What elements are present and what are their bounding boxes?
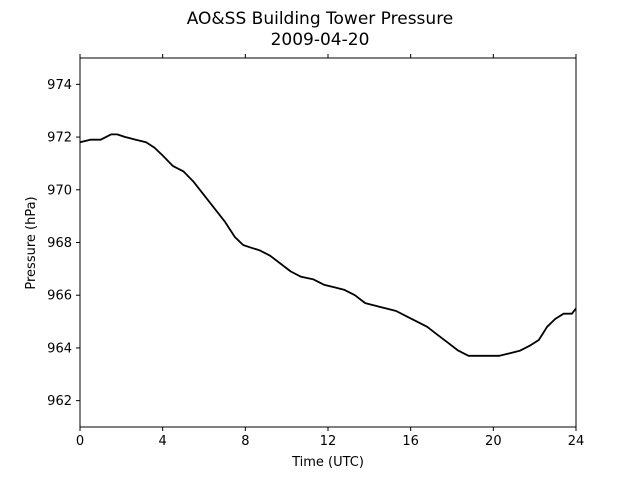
x-tick-label: 20	[485, 434, 502, 449]
x-tick-label: 16	[402, 434, 419, 449]
x-tick-label: 0	[76, 434, 84, 449]
x-tick-label: 12	[320, 434, 337, 449]
x-axis-label: Time (UTC)	[291, 455, 364, 470]
y-tick-label: 970	[47, 183, 72, 198]
chart-title: AO&SS Building Tower Pressure	[187, 9, 454, 29]
x-tick-label: 8	[241, 434, 249, 449]
y-tick-label: 972	[47, 131, 72, 146]
x-tick-label: 24	[568, 434, 585, 449]
x-tick-label: 4	[159, 434, 167, 449]
y-tick-label: 968	[47, 236, 72, 251]
plot-area: 0 4 8 12 16 20 24 962 964 966 968 970 972 974	[47, 54, 584, 449]
pressure-series-line	[79, 133, 577, 357]
y-tick-label: 962	[47, 394, 72, 409]
y-tick-label: 966	[47, 289, 72, 304]
y-tick-label: 974	[47, 78, 72, 93]
y-tick-label: 964	[47, 341, 72, 356]
y-axis-label: Pressure (hPa)	[24, 196, 39, 289]
plot-frame	[79, 57, 577, 428]
chart-subtitle: 2009-04-20	[271, 30, 370, 50]
